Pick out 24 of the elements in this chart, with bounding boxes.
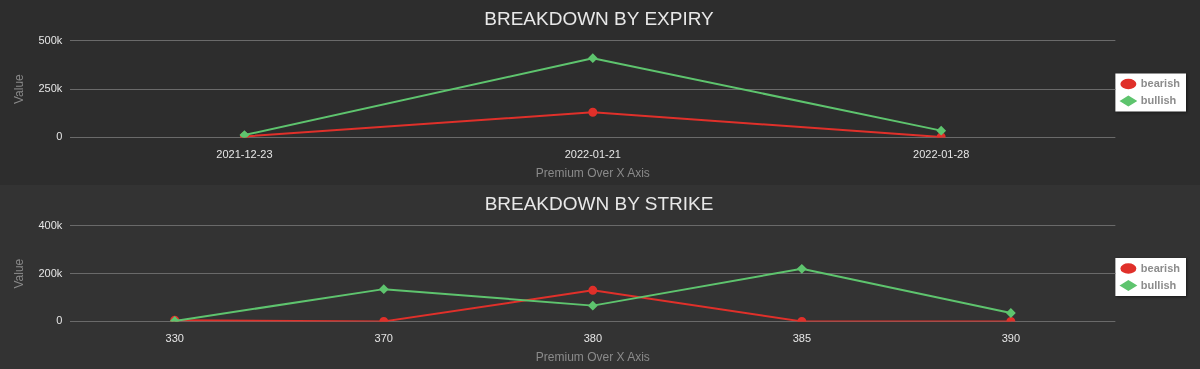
x-tick-label: 2021-12-23	[216, 148, 273, 161]
legend-label: bullish	[1140, 94, 1177, 107]
y-tick-label: 400k	[38, 218, 63, 231]
y-tick-label: 500k	[38, 33, 63, 46]
x-tick-label: 370	[374, 332, 393, 345]
y-axis-title: Value	[11, 73, 26, 105]
legend-label: bullish	[1140, 278, 1177, 291]
x-axis-title: Premium Over X Axis	[535, 166, 650, 181]
x-tick-label: 330	[165, 332, 184, 345]
y-tick-label: 0	[56, 130, 63, 143]
x-tick-label: 2022-01-28	[913, 148, 970, 161]
x-tick-label: 390	[1001, 332, 1021, 345]
x-tick-label: 380	[583, 332, 602, 345]
y-tick-label: 250k	[38, 82, 63, 95]
chart-title: BREAKDOWN BY EXPIRY	[484, 7, 715, 29]
x-axis-title: Premium Over X Axis	[535, 350, 650, 365]
legend-label: bearish	[1140, 77, 1181, 90]
legend-label: bearish	[1140, 261, 1181, 274]
y-tick-label: 200k	[38, 266, 63, 279]
y-axis-title: Value	[11, 258, 26, 289]
x-tick-label: 385	[792, 332, 812, 345]
y-tick-label: 0	[56, 314, 63, 327]
x-tick-label: 2022-01-21	[564, 148, 621, 161]
chart-title: BREAKDOWN BY STRIKE	[484, 192, 714, 214]
